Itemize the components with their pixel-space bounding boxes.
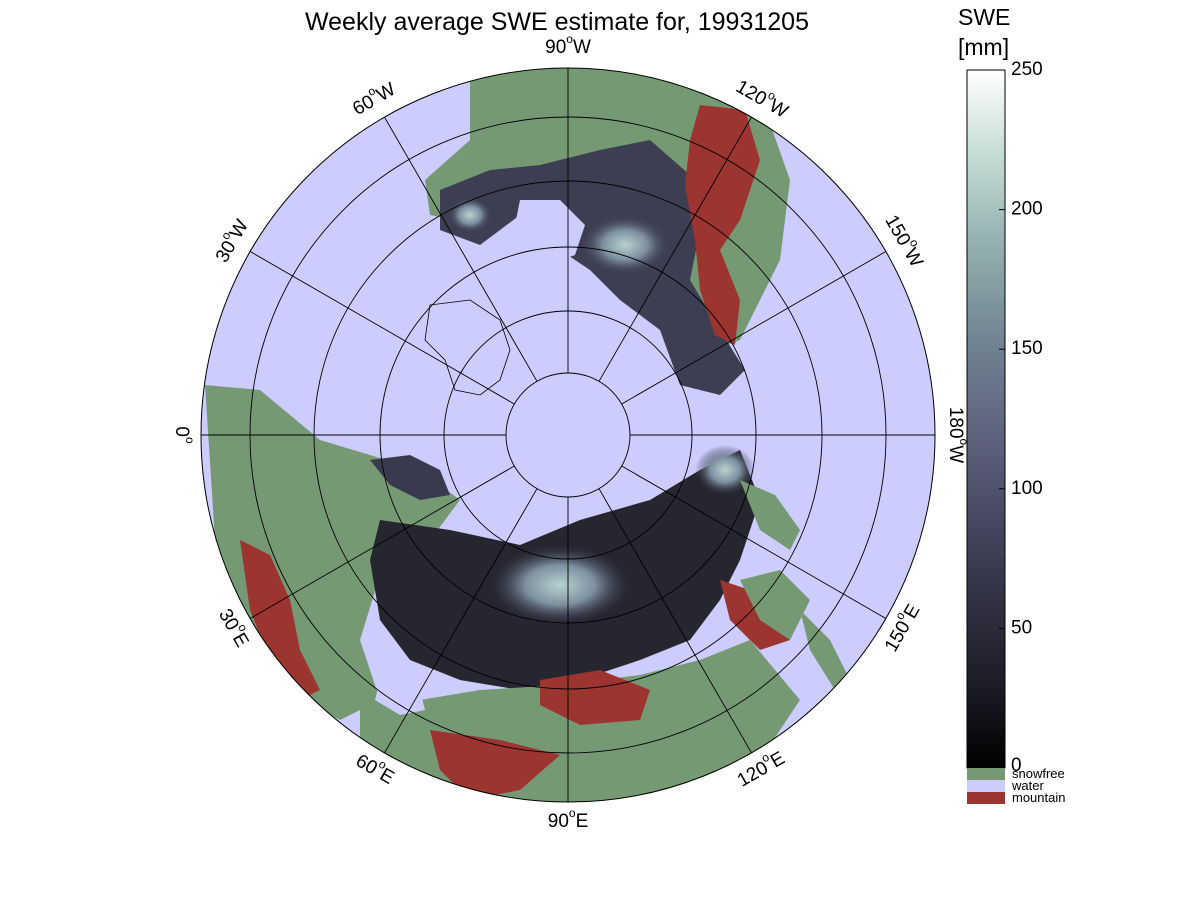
- east-asia-snowfree: [740, 570, 810, 640]
- meridian-line: [621, 251, 887, 405]
- meridian-line: [249, 465, 515, 619]
- longitude-label: 90oW: [545, 32, 591, 58]
- longitude-label: 90oE: [548, 806, 589, 832]
- longitude-label: 180oW: [945, 407, 971, 463]
- himalaya-mountains: [430, 730, 560, 800]
- meridian-line: [621, 465, 887, 619]
- meridian-line: [598, 116, 752, 382]
- colorbar: SWE [mm] 0 50 100 150 200 250 snowfreewatermo…: [958, 4, 1065, 805]
- north-america-snow: [440, 140, 745, 395]
- chukotka-deep-snow: [695, 445, 755, 495]
- colorbar-tick-label: 200: [1011, 199, 1043, 220]
- category-swatch: [967, 792, 1005, 804]
- polar-map: [201, 68, 935, 802]
- longitude-grid: [201, 68, 935, 802]
- meridian-line: [384, 488, 538, 754]
- category-swatch: [967, 768, 1005, 780]
- colorbar-title-line1: SWE: [958, 4, 1010, 30]
- category-label: snowfree: [1012, 766, 1065, 781]
- colorbar-tick-label: 250: [1011, 59, 1043, 80]
- hudson-bay: [515, 200, 585, 265]
- colorbar-tick-label: 150: [1011, 338, 1043, 359]
- kamchatka: [740, 480, 800, 550]
- category-label: water: [1011, 778, 1044, 793]
- colorbar-ticks: 0 50 100 150 200 250: [999, 59, 1043, 776]
- asia-mountains: [540, 670, 650, 725]
- greenland-outline: [424, 299, 511, 396]
- na-interior-snow: [580, 215, 670, 275]
- japan: [800, 610, 850, 690]
- meridian-line: [249, 251, 515, 405]
- colorbar-tick-label: 100: [1011, 478, 1043, 499]
- category-swatch: [967, 780, 1005, 792]
- longitude-label: 0o: [171, 426, 197, 444]
- meridian-line: [384, 116, 538, 382]
- category-label: mountain: [1012, 790, 1065, 805]
- caspian-black-sea: [375, 680, 425, 715]
- colorbar-tick-label: 0: [1011, 755, 1022, 776]
- map-border: [200, 67, 936, 803]
- siberia-deep-snow: [490, 545, 630, 625]
- meridian-line: [598, 488, 752, 754]
- europe-mountains: [240, 540, 320, 700]
- ungava-deep-snow: [448, 197, 492, 233]
- colorbar-title-line2: [mm]: [958, 34, 1009, 60]
- colorbar-tick-label: 50: [1011, 617, 1032, 638]
- scandinavia-snow: [370, 455, 450, 500]
- colorbar-gradient: [966, 69, 1006, 769]
- longitude-labels: 90oW120oW150oW180oW150oE120oE90oE60oE30o…: [171, 32, 971, 832]
- na-mountains: [685, 105, 760, 345]
- map-title: Weekly average SWE estimate for, 1993120…: [305, 8, 809, 36]
